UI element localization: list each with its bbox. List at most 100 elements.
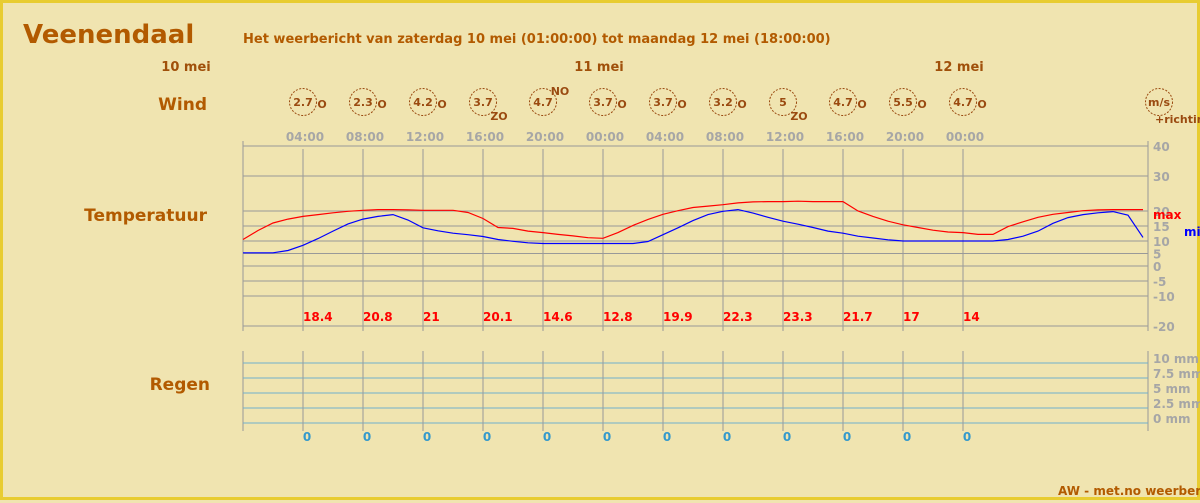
temp-tick-label: 15 (1153, 220, 1170, 234)
max-temp-label: 22.3 (723, 310, 753, 324)
wind-row-label: Wind (158, 95, 207, 115)
rain-tick-label: 10 mm (1153, 352, 1199, 366)
wind-unit-label: m/s (1148, 96, 1170, 109)
wind-direction: O (617, 98, 626, 111)
temp-tick-label: 40 (1153, 140, 1170, 154)
legend-min: min (1184, 225, 1200, 239)
wind-speed: 3.7 (593, 96, 613, 109)
rain-value: 0 (843, 430, 851, 444)
wind-direction: O (377, 98, 386, 111)
wind-speed: 5.5 (893, 96, 913, 109)
temp-tick-label: 0 (1153, 260, 1161, 274)
forecast-subtitle: Het weerbericht van zaterdag 10 mei (01:… (243, 32, 831, 47)
rain-value: 0 (483, 430, 491, 444)
time-label: 08:00 (346, 130, 384, 144)
rain-tick-label: 7.5 mm (1153, 367, 1200, 381)
wind-speed: 4.2 (413, 96, 433, 109)
max-temp-label: 18.4 (303, 310, 333, 324)
time-label: 08:00 (706, 130, 744, 144)
wind-direction: O (857, 98, 866, 111)
wind-direction: NO (551, 85, 570, 98)
time-label: 20:00 (526, 130, 564, 144)
wind-item: 3.7 O (650, 89, 687, 116)
wind-item: 3.7ZO (470, 89, 508, 124)
time-label: 04:00 (286, 130, 324, 144)
time-label: 00:00 (586, 130, 624, 144)
time-label: 12:00 (766, 130, 804, 144)
wind-item: 4.2 O (410, 89, 447, 116)
rain-value: 0 (783, 430, 791, 444)
time-label: 04:00 (646, 130, 684, 144)
wind-direction: O (437, 98, 446, 111)
rain-value: 0 (423, 430, 431, 444)
wind-direction: O (677, 98, 686, 111)
max-temperature-labels: 18.4 20.8 21 20.1 14.6 12.8 19.9 22.3 23.3 21.7 17… (303, 310, 980, 324)
max-temp-label: 21 (423, 310, 440, 324)
max-temp-label: 14 (963, 310, 980, 324)
wind-speed: 3.7 (653, 96, 673, 109)
time-label: 00:00 (946, 130, 984, 144)
rain-value: 0 (303, 430, 311, 444)
max-temp-label: 20.1 (483, 310, 513, 324)
wind-speed: 2.7 (293, 96, 313, 109)
weather-forecast-chart: Veenendaal Het weerbericht van zaterdag … (3, 3, 1200, 503)
temp-tick-label: 30 (1153, 170, 1170, 184)
wind-item: 4.7 O (950, 89, 987, 116)
max-temp-label: 12.8 (603, 310, 633, 324)
rain-tick-label: 2.5 mm (1153, 397, 1200, 411)
wind-item: 4.7NO (530, 85, 570, 116)
day-label: 11 mei (574, 60, 623, 75)
wind-speed: 4.7 (833, 96, 853, 109)
wind-speed: 4.7 (953, 96, 973, 109)
wind-speed: 2.3 (353, 96, 373, 109)
wind-direction: O (737, 98, 746, 111)
rain-grid: 10 mm7.5 mm5 mm2.5 mm0 mm (243, 351, 1200, 431)
wind-item: 2.7 O (290, 89, 327, 116)
rain-value: 0 (363, 430, 371, 444)
wind-direction: ZO (790, 110, 807, 123)
max-temp-label: 20.8 (363, 310, 393, 324)
max-temp-label: 17 (903, 310, 920, 324)
day-labels: 10 mei 11 mei 12 mei (161, 60, 983, 75)
rain-value: 0 (723, 430, 731, 444)
rain-tick-label: 5 mm (1153, 382, 1191, 396)
wind-unit: m/s +richting (1146, 89, 1200, 127)
rain-value: 0 (963, 430, 971, 444)
max-temp-label: 23.3 (783, 310, 813, 324)
day-label: 12 mei (934, 60, 983, 75)
max-temp-label: 19.9 (663, 310, 693, 324)
wind-item: 2.3 O (350, 89, 387, 116)
rain-value: 0 (543, 430, 551, 444)
wind-direction: ZO (490, 110, 507, 123)
wind-speed: 3.7 (473, 96, 493, 109)
rain-value: 0 (663, 430, 671, 444)
wind-direction: O (977, 98, 986, 111)
temp-tick-label: -10 (1153, 290, 1175, 304)
wind-unit-note: +richting (1155, 113, 1200, 126)
wind-item: 5.5 O (890, 89, 927, 116)
temperature-lines (243, 201, 1143, 253)
max-temp-label: 21.7 (843, 310, 873, 324)
time-axis-labels: 04:00 08:00 12:00 16:00 20:00 00:00 04:00 08:00… (286, 130, 984, 144)
temp-tick-label: -5 (1153, 275, 1166, 289)
rain-value: 0 (903, 430, 911, 444)
time-label: 12:00 (406, 130, 444, 144)
temp-tick-label: -20 (1153, 320, 1175, 334)
legend-max: max (1153, 208, 1182, 222)
city-title: Veenendaal (23, 20, 194, 50)
wind-speed: 5 (779, 96, 787, 109)
rain-row-label: Regen (150, 375, 210, 395)
max-temp-label: 14.6 (543, 310, 573, 324)
time-label: 16:00 (826, 130, 864, 144)
wind-direction: O (917, 98, 926, 111)
wind-speed: 3.2 (713, 96, 733, 109)
source-footer: AW - met.no weerbericht (1058, 484, 1200, 498)
series-min-line (243, 210, 1143, 253)
rain-tick-label: 0 mm (1153, 412, 1191, 426)
day-label: 10 mei (161, 60, 210, 75)
wind-direction: O (317, 98, 326, 111)
